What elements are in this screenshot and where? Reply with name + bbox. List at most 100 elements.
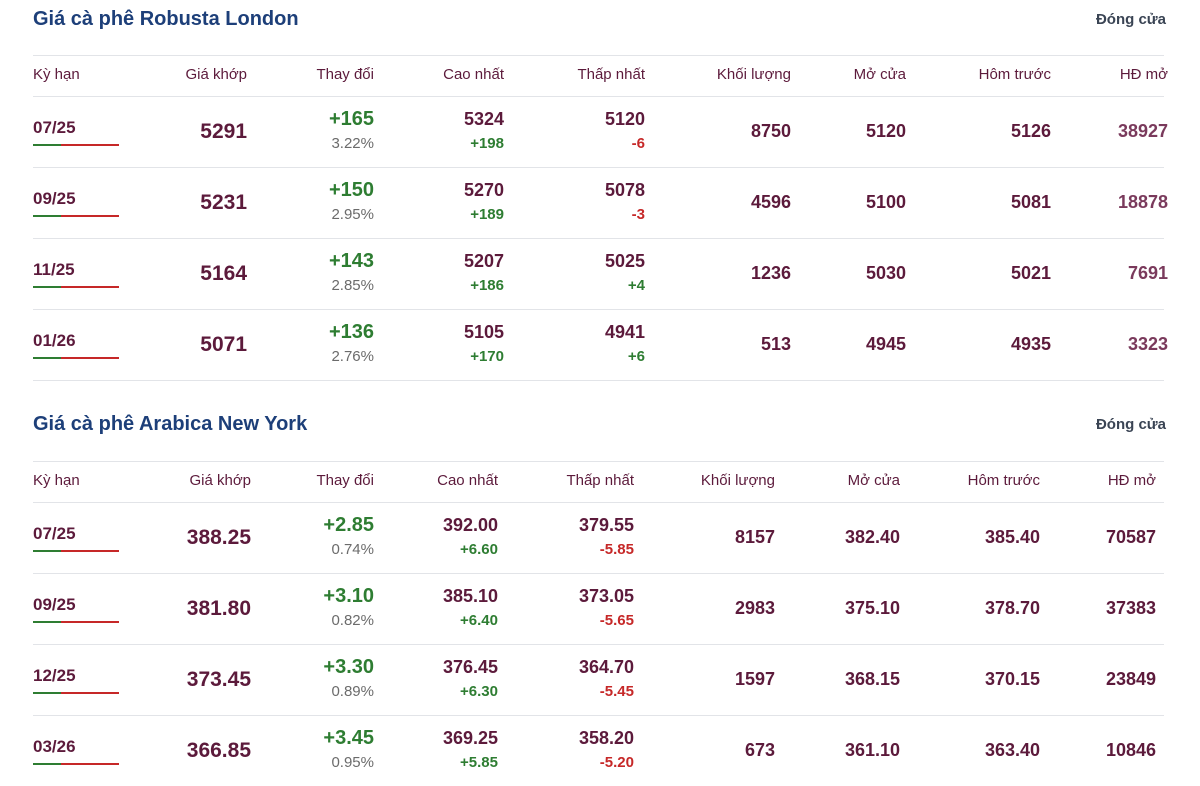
row-low: 5078 xyxy=(604,180,645,200)
term-trend-bar xyxy=(33,286,119,288)
header-open: Mở cửa xyxy=(853,66,906,83)
row-open: 361.10 xyxy=(844,740,900,760)
divider xyxy=(33,573,1164,574)
header-term: Kỳ hạn xyxy=(33,66,80,83)
header-change: Thay đổi xyxy=(316,472,374,489)
row-oi: 70587 xyxy=(1105,527,1156,547)
row-low-change: -5.20 xyxy=(599,754,634,771)
table-row[interactable]: 07/25 388.25 +2.85 0.74% 392.00 +6.60 37… xyxy=(0,502,1200,573)
row-oi: 38927 xyxy=(1117,121,1168,141)
row-change-pct: 2.95% xyxy=(331,206,374,223)
row-prev: 363.40 xyxy=(984,740,1040,760)
term-trend-bar xyxy=(33,550,119,552)
row-prev: 5081 xyxy=(1010,192,1051,212)
row-price: 5071 xyxy=(200,333,247,356)
term-trend-bar xyxy=(33,763,119,765)
table-row[interactable]: 07/25 5291 +165 3.22% 5324 +198 5120 -6 … xyxy=(0,96,1200,167)
row-low-change: -3 xyxy=(631,206,645,223)
divider xyxy=(33,715,1164,716)
divider xyxy=(33,461,1164,462)
row-open: 375.10 xyxy=(844,598,900,618)
row-low-change: -5.45 xyxy=(599,683,634,700)
header-prev: Hôm trước xyxy=(967,472,1040,489)
row-open: 4945 xyxy=(865,334,906,354)
row-low-change: +4 xyxy=(627,277,645,294)
header-change: Thay đổi xyxy=(316,66,374,83)
term-trend-bar xyxy=(33,621,119,623)
row-change: +136 xyxy=(328,321,374,343)
row-oi: 23849 xyxy=(1105,669,1156,689)
header-prev: Hôm trước xyxy=(978,66,1051,83)
header-volume: Khối lượng xyxy=(700,472,775,489)
row-price: 366.85 xyxy=(186,739,251,762)
row-term: 09/25 xyxy=(33,189,76,208)
row-high-change: +6.60 xyxy=(460,541,498,558)
row-low: 4941 xyxy=(604,322,645,342)
row-high: 376.45 xyxy=(442,657,498,677)
row-low: 364.70 xyxy=(578,657,634,677)
row-high: 5270 xyxy=(463,180,504,200)
robusta-status: Đóng cửa xyxy=(1095,11,1166,28)
table-row[interactable]: 01/26 5071 +136 2.76% 5105 +170 4941 +6 … xyxy=(0,309,1200,380)
row-volume: 513 xyxy=(760,334,791,354)
row-prev: 5126 xyxy=(1010,121,1051,141)
row-high-change: +5.85 xyxy=(460,754,498,771)
table-row[interactable]: 11/25 5164 +143 2.85% 5207 +186 5025 +4 … xyxy=(0,238,1200,309)
row-price: 388.25 xyxy=(186,526,251,549)
row-prev: 5021 xyxy=(1010,263,1051,283)
row-change-pct: 2.76% xyxy=(331,348,374,365)
row-low: 5120 xyxy=(604,109,645,129)
header-price: Giá khớp xyxy=(185,66,247,83)
arabica-status: Đóng cửa xyxy=(1095,416,1166,433)
table-row[interactable]: 09/25 381.80 +3.10 0.82% 385.10 +6.40 37… xyxy=(0,573,1200,644)
row-prev: 378.70 xyxy=(984,598,1040,618)
row-term: 12/25 xyxy=(33,666,76,685)
row-prev: 385.40 xyxy=(984,527,1040,547)
header-low: Thấp nhất xyxy=(577,66,645,83)
row-change: +3.30 xyxy=(323,656,374,678)
header-open: Mở cửa xyxy=(847,472,900,489)
row-change: +2.85 xyxy=(323,514,374,536)
row-open: 5120 xyxy=(865,121,906,141)
row-low-change: -5.65 xyxy=(599,612,634,629)
table-row[interactable]: 09/25 5231 +150 2.95% 5270 +189 5078 -3 … xyxy=(0,167,1200,238)
row-change-pct: 0.95% xyxy=(331,754,374,771)
row-low: 358.20 xyxy=(578,728,634,748)
row-high: 385.10 xyxy=(442,586,498,606)
table-row[interactable]: 03/26 366.85 +3.45 0.95% 369.25 +5.85 35… xyxy=(0,715,1200,786)
row-term: 01/26 xyxy=(33,331,76,350)
row-high-change: +189 xyxy=(470,206,504,223)
row-high: 369.25 xyxy=(442,728,498,748)
header-volume: Khối lượng xyxy=(716,66,791,83)
row-high-change: +170 xyxy=(470,348,504,365)
row-volume: 2983 xyxy=(734,598,775,618)
row-open: 5030 xyxy=(865,263,906,283)
row-volume: 8750 xyxy=(750,121,791,141)
term-trend-bar xyxy=(33,144,119,146)
term-trend-bar xyxy=(33,215,119,217)
row-open: 382.40 xyxy=(844,527,900,547)
header-price: Giá khớp xyxy=(189,472,251,489)
row-high: 5324 xyxy=(463,109,504,129)
row-change: +143 xyxy=(328,250,374,272)
row-volume: 4596 xyxy=(750,192,791,212)
row-prev: 370.15 xyxy=(984,669,1040,689)
row-low-change: -5.85 xyxy=(599,541,634,558)
divider xyxy=(33,238,1164,239)
header-oi: HĐ mở xyxy=(1107,472,1156,489)
row-volume: 1597 xyxy=(734,669,775,689)
header-oi: HĐ mở xyxy=(1119,66,1168,83)
row-oi: 7691 xyxy=(1127,263,1168,283)
row-low: 5025 xyxy=(604,251,645,271)
row-term: 03/26 xyxy=(33,737,76,756)
row-low: 373.05 xyxy=(578,586,634,606)
row-change: +150 xyxy=(328,179,374,201)
divider xyxy=(33,309,1164,310)
row-price: 5231 xyxy=(200,191,247,214)
row-oi: 18878 xyxy=(1117,192,1168,212)
row-change-pct: 0.82% xyxy=(331,612,374,629)
row-low: 379.55 xyxy=(578,515,634,535)
table-row[interactable]: 12/25 373.45 +3.30 0.89% 376.45 +6.30 36… xyxy=(0,644,1200,715)
row-oi: 3323 xyxy=(1127,334,1168,354)
row-high-change: +198 xyxy=(470,135,504,152)
